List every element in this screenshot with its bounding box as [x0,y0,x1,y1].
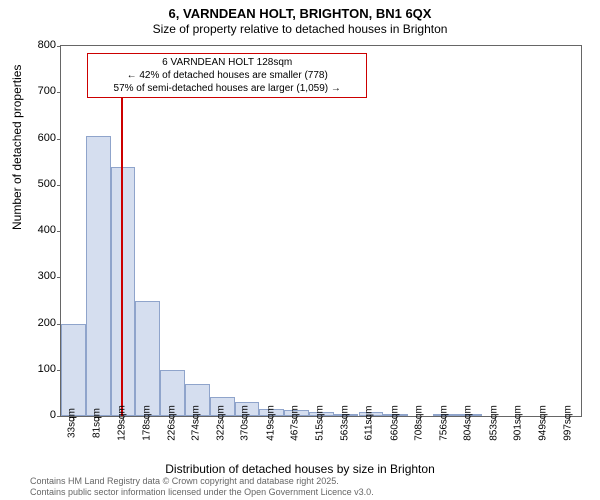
histogram-bar [61,324,86,417]
x-tick-label: 611sqm [364,406,375,441]
x-tick-label: 322sqm [215,405,226,441]
attribution-line: Contains public sector information licen… [30,487,374,498]
y-tick-mark [57,139,61,140]
x-tick-label: 419sqm [265,405,276,441]
y-tick-label: 400 [38,224,56,236]
y-tick-mark [57,277,61,278]
x-tick-label: 33sqm [67,408,78,438]
x-tick-label: 708sqm [414,405,425,441]
chart-title: 6, VARNDEAN HOLT, BRIGHTON, BN1 6QX [0,6,600,21]
x-tick-label: 804sqm [463,405,474,441]
attribution-line: Contains HM Land Registry data © Crown c… [30,476,374,487]
property-marker-line [121,68,123,416]
chart-subtitle: Size of property relative to detached ho… [0,22,600,36]
y-tick-label: 200 [38,317,56,329]
y-tick-mark [57,231,61,232]
plot-area: 6 VARNDEAN HOLT 128sqm← 42% of detached … [60,45,582,417]
annotation-box: 6 VARNDEAN HOLT 128sqm← 42% of detached … [87,53,367,98]
x-tick-label: 563sqm [339,405,350,441]
x-tick-label: 660sqm [389,405,400,441]
y-tick-mark [57,185,61,186]
x-tick-label: 129sqm [116,405,127,441]
y-tick-label: 600 [38,132,56,144]
x-axis-label: Distribution of detached houses by size … [0,462,600,476]
y-tick-label: 100 [38,363,56,375]
x-tick-label: 178sqm [141,405,152,441]
x-tick-label: 949sqm [538,405,549,441]
y-tick-label: 300 [38,270,56,282]
y-tick-label: 700 [38,85,56,97]
x-tick-label: 515sqm [315,405,326,441]
annotation-line: 6 VARNDEAN HOLT 128sqm [92,56,362,69]
x-tick-label: 997sqm [562,405,573,441]
x-tick-label: 901sqm [513,405,524,441]
histogram-bar [135,301,160,416]
annotation-line: ← 42% of detached houses are smaller (77… [92,69,362,82]
y-tick-label: 500 [38,178,56,190]
x-tick-label: 81sqm [91,408,102,438]
x-tick-label: 467sqm [290,405,301,441]
annotation-line: 57% of semi-detached houses are larger (… [92,82,362,95]
y-tick-label: 0 [50,409,56,421]
x-tick-label: 226sqm [166,405,177,441]
histogram-bar [86,136,111,416]
x-tick-label: 370sqm [240,405,251,441]
x-tick-label: 274sqm [191,405,202,441]
y-axis-label: Number of detached properties [10,65,24,230]
y-tick-label: 800 [38,39,56,51]
attribution-text: Contains HM Land Registry data © Crown c… [30,476,374,498]
x-tick-label: 853sqm [488,405,499,441]
x-tick-label: 756sqm [438,405,449,441]
y-tick-mark [57,46,61,47]
y-tick-mark [57,92,61,93]
y-tick-mark [57,416,61,417]
